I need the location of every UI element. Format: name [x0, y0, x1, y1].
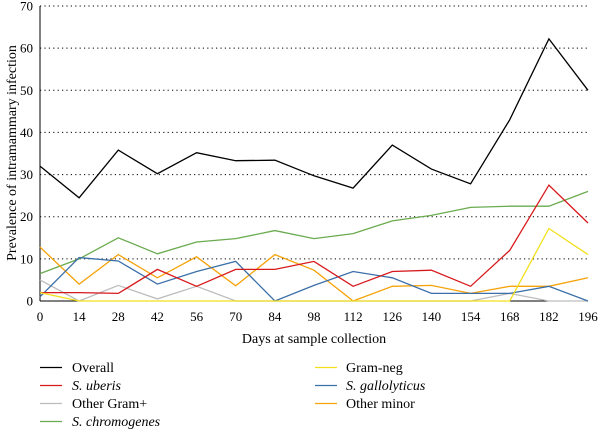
x-tick-label: 84 [268, 309, 282, 324]
x-tick-label: 70 [229, 309, 242, 324]
y-tick-label: 30 [20, 167, 33, 182]
series-line-overall [39, 37, 589, 199]
y-tick-label: 10 [20, 251, 33, 266]
x-tick-label: 28 [112, 309, 125, 324]
x-tick-label: 168 [500, 309, 520, 324]
legend: Overall Gram-neg S. uberis S. gallolyticus O… [40, 361, 426, 430]
series-line-gram-neg [39, 227, 589, 302]
y-axis-title: Prevalence of intramammary infection [5, 45, 20, 261]
x-tick-label: 196 [578, 309, 598, 324]
y-tick-label: 0 [27, 294, 34, 309]
x-tick-label: 140 [422, 309, 442, 324]
series-line-other-minor [39, 246, 589, 302]
x-tick-label: 126 [383, 309, 403, 324]
series-line-s-uberis [40, 184, 589, 295]
x-tick-label: 112 [344, 309, 363, 324]
x-tick-label: 14 [73, 309, 87, 324]
y-tick-label: 20 [20, 209, 33, 224]
y-tick-label: 40 [20, 125, 33, 140]
y-tick-labels: 0 10 20 30 40 50 60 70 [20, 0, 33, 309]
x-tick-labels: 0 14 28 42 56 70 84 98 112 126 140 154 168 182 196 [37, 309, 599, 324]
x-tick-label: 154 [461, 309, 481, 324]
legend-label-overall: Overall [72, 361, 114, 376]
y-tick-label: 50 [20, 83, 33, 98]
legend-label-other-gram-: Other Gram+ [72, 397, 147, 412]
x-tick-label: 182 [539, 309, 559, 324]
series-lines [39, 37, 589, 302]
y-tick-label: 70 [20, 0, 33, 14]
x-axis-title: Days at sample collection [242, 332, 386, 347]
legend-label-other-minor: Other minor [346, 397, 415, 412]
legend-label-gram-neg: Gram-neg [346, 361, 403, 376]
grid-lines [40, 5, 588, 260]
series-line-s-chromogenes [39, 190, 589, 275]
x-tick-label: 0 [37, 309, 44, 324]
y-tick-label: 60 [20, 41, 33, 56]
x-tick-label: 98 [308, 309, 321, 324]
x-tick-label: 56 [190, 309, 204, 324]
series-line-s-gallolyticus [39, 256, 589, 302]
legend-label-s-chromogenes: S. chromogenes [72, 415, 161, 430]
legend-label-s-uberis: S. uberis [72, 379, 122, 394]
legend-label-s-gallolyticus: S. gallolyticus [346, 379, 426, 394]
x-tick-label: 42 [151, 309, 164, 324]
